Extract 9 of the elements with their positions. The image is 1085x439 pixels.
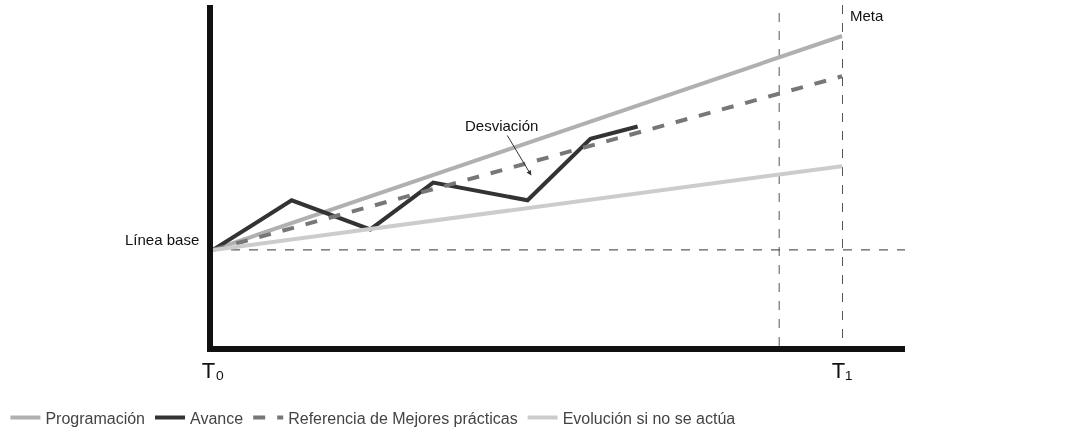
ref-line-label: Línea base bbox=[125, 231, 200, 248]
x-tick-label: T₀ bbox=[201, 358, 225, 384]
legend-label: Evolución si no se actúa bbox=[562, 409, 736, 427]
legend-label: Programación bbox=[45, 409, 146, 427]
legend-label: Avance bbox=[190, 409, 244, 427]
annotation: Desviación bbox=[465, 117, 539, 134]
annotation: Meta bbox=[850, 7, 884, 24]
legend-label: Referencia de Mejores prácticas bbox=[288, 409, 518, 427]
x-tick-label: T₁ bbox=[831, 358, 853, 384]
